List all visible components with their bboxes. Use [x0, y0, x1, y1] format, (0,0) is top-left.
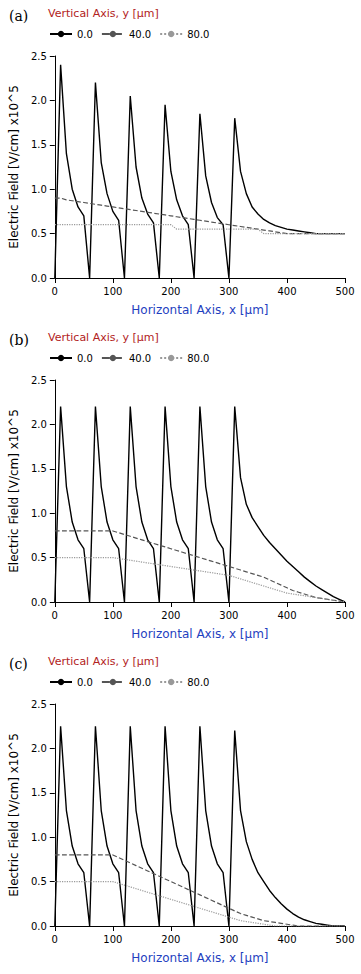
- svg-text:400: 400: [277, 286, 296, 297]
- svg-text:1.5: 1.5: [31, 463, 47, 474]
- svg-text:0.5: 0.5: [31, 228, 47, 239]
- svg-text:Vertical Axis, y [µm]: Vertical Axis, y [µm]: [48, 655, 159, 668]
- svg-text:2.5: 2.5: [31, 699, 47, 710]
- svg-text:Horizontal Axis, x [µm]: Horizontal Axis, x [µm]: [131, 303, 268, 317]
- svg-text:200: 200: [161, 286, 180, 297]
- svg-text:200: 200: [161, 610, 180, 621]
- svg-text:(a): (a): [9, 8, 28, 24]
- svg-text:(c): (c): [9, 656, 28, 672]
- svg-text:40.0: 40.0: [129, 353, 151, 364]
- svg-text:(b): (b): [9, 332, 29, 348]
- svg-text:80.0: 80.0: [187, 29, 209, 40]
- svg-text:1.0: 1.0: [31, 832, 47, 843]
- svg-text:0.0: 0.0: [31, 921, 47, 932]
- svg-text:100: 100: [103, 610, 122, 621]
- svg-text:400: 400: [277, 610, 296, 621]
- svg-text:Horizontal Axis, x [µm]: Horizontal Axis, x [µm]: [131, 951, 268, 965]
- svg-text:0.5: 0.5: [31, 552, 47, 563]
- svg-text:300: 300: [219, 610, 238, 621]
- svg-text:100: 100: [103, 934, 122, 945]
- svg-text:40.0: 40.0: [129, 677, 151, 688]
- svg-text:0.5: 0.5: [31, 876, 47, 887]
- svg-text:1.5: 1.5: [31, 787, 47, 798]
- svg-text:Electric Field [V/cm] x10^5: Electric Field [V/cm] x10^5: [7, 85, 21, 249]
- svg-text:1.0: 1.0: [31, 184, 47, 195]
- svg-text:0.0: 0.0: [77, 29, 93, 40]
- svg-text:200: 200: [161, 934, 180, 945]
- svg-text:0: 0: [52, 286, 58, 297]
- svg-text:Vertical Axis, y [µm]: Vertical Axis, y [µm]: [48, 331, 159, 344]
- svg-text:0.0: 0.0: [77, 353, 93, 364]
- svg-text:Electric Field [V/cm] x10^5: Electric Field [V/cm] x10^5: [7, 733, 21, 897]
- svg-text:1.0: 1.0: [31, 508, 47, 519]
- svg-text:400: 400: [277, 934, 296, 945]
- svg-text:300: 300: [219, 934, 238, 945]
- svg-text:100: 100: [103, 286, 122, 297]
- svg-text:500: 500: [335, 286, 354, 297]
- svg-text:0.0: 0.0: [77, 677, 93, 688]
- svg-text:Horizontal Axis, x [µm]: Horizontal Axis, x [µm]: [131, 627, 268, 641]
- svg-text:Electric Field [V/cm] x10^5: Electric Field [V/cm] x10^5: [7, 409, 21, 573]
- svg-text:2.0: 2.0: [31, 743, 47, 754]
- svg-text:500: 500: [335, 934, 354, 945]
- svg-text:Vertical Axis, y [µm]: Vertical Axis, y [µm]: [48, 7, 159, 20]
- svg-text:1.5: 1.5: [31, 139, 47, 150]
- svg-text:2.5: 2.5: [31, 375, 47, 386]
- svg-text:0.0: 0.0: [31, 273, 47, 284]
- svg-text:40.0: 40.0: [129, 29, 151, 40]
- svg-text:80.0: 80.0: [187, 677, 209, 688]
- svg-text:0.0: 0.0: [31, 597, 47, 608]
- svg-text:80.0: 80.0: [187, 353, 209, 364]
- svg-text:300: 300: [219, 286, 238, 297]
- svg-text:2.5: 2.5: [31, 51, 47, 62]
- svg-text:0: 0: [52, 934, 58, 945]
- svg-text:500: 500: [335, 610, 354, 621]
- svg-text:2.0: 2.0: [31, 419, 47, 430]
- svg-text:0: 0: [52, 610, 58, 621]
- svg-text:2.0: 2.0: [31, 95, 47, 106]
